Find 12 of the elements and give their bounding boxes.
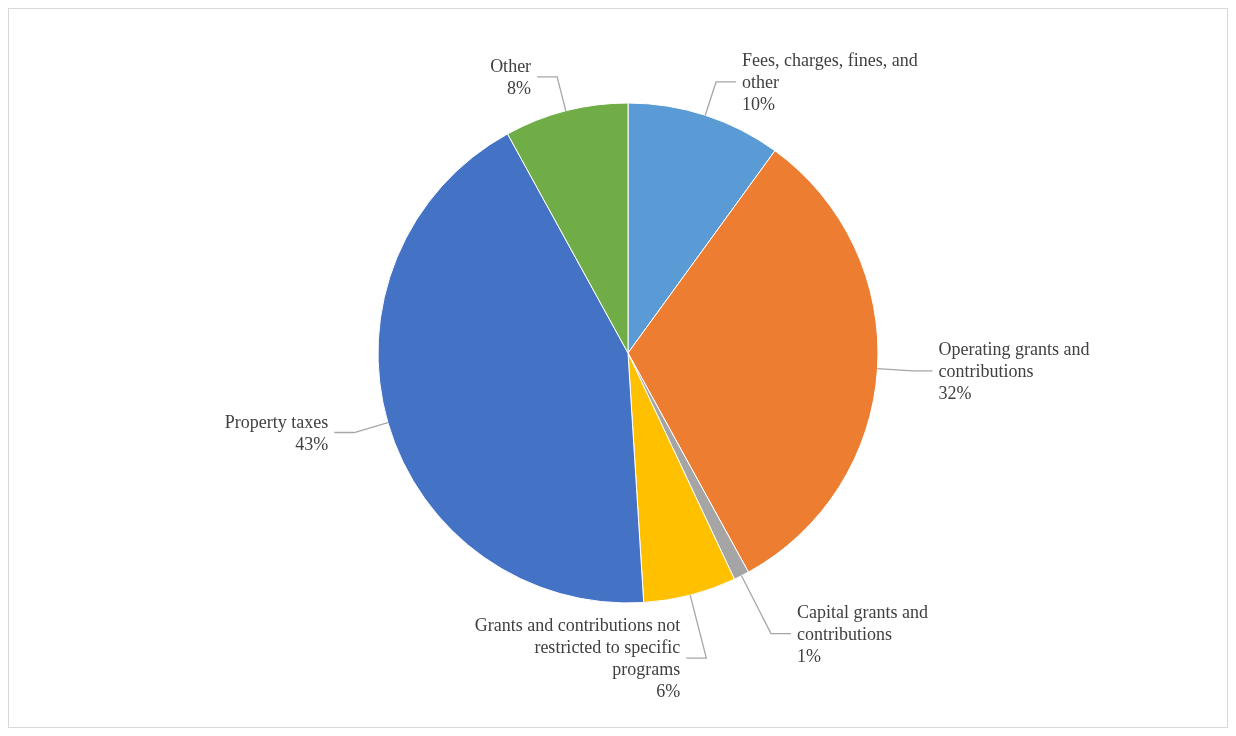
slice-label: Capital grants and contributions — [797, 601, 928, 644]
data-label: 43% — [295, 433, 329, 454]
slice-label: Operating grants and contributions — [938, 338, 1090, 381]
data-label: 32% — [938, 382, 972, 403]
slice-label: Fees, charges, fines, and other — [742, 49, 918, 92]
slice-label: Grants and contributions not restricted to specific programs — [474, 615, 681, 680]
slice-label: Property taxes — [224, 411, 329, 432]
data-label: 8% — [507, 77, 532, 98]
slice-label: Other — [490, 55, 532, 76]
data-label: 1% — [797, 645, 822, 666]
data-label: 6% — [656, 681, 681, 702]
data-label: 10% — [742, 93, 776, 114]
